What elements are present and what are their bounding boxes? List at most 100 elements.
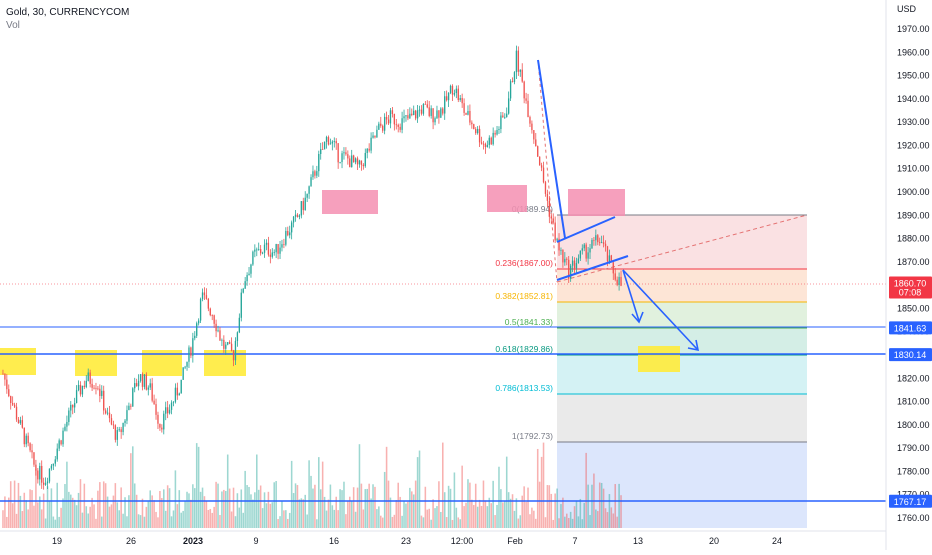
volume-bar [542, 442, 545, 528]
price-tick: 1760.00 [897, 513, 930, 523]
volume-bar [312, 488, 314, 528]
trend-line-drop[interactable] [537, 59, 566, 239]
fib-band-236-382 [557, 269, 807, 302]
time-axis[interactable]: 19 26 2023 9 16 23 12:00 Feb 7 13 20 24 [0, 530, 886, 546]
candle-body [387, 119, 390, 124]
volume-bar [143, 516, 146, 528]
volume-bar [589, 515, 591, 528]
candle-body [591, 239, 593, 249]
candle-body [347, 154, 349, 159]
candle-body [188, 347, 190, 362]
candle-body [33, 452, 35, 465]
volume-bar [411, 491, 413, 528]
candle-body [509, 81, 512, 99]
yellow-zone-5[interactable] [638, 346, 680, 372]
candle-body [44, 483, 47, 485]
volume-bar [527, 487, 529, 528]
fib-label-0: 0(1889.94) [512, 204, 553, 214]
candle-body [10, 396, 12, 404]
price-badge[interactable] [889, 276, 932, 299]
pink-zone-2[interactable] [487, 185, 527, 212]
volume-bar [608, 494, 611, 528]
volume-bar [393, 514, 396, 528]
volume-bar [490, 503, 492, 528]
flag-upper-line[interactable] [556, 216, 616, 243]
arrow-long-shaft[interactable] [622, 269, 698, 350]
volume-bar [333, 509, 336, 528]
volume-bar [426, 509, 429, 528]
volume-bar [11, 503, 14, 528]
candle-body [430, 108, 432, 116]
price-axis[interactable]: USD 1970.00 1960.00 1950.00 1940.00 1930.00 1… [885, 0, 932, 550]
candle-body [533, 130, 535, 140]
volume-bar [209, 508, 212, 528]
volume-bar [362, 509, 365, 528]
candle-body [573, 260, 576, 269]
candle-body [93, 387, 95, 389]
candle-body [205, 295, 208, 299]
volume-bar [316, 519, 318, 528]
volume-bar [523, 486, 525, 528]
candle-body [172, 401, 175, 403]
candle-body [422, 103, 425, 114]
candle-body [540, 165, 543, 168]
volume-bar [434, 508, 436, 528]
candle-body [46, 481, 49, 484]
candle-body [304, 197, 306, 211]
candle-body [480, 142, 483, 144]
volume-bar [401, 515, 403, 528]
candle-body [449, 85, 452, 93]
volume-bar [480, 505, 483, 528]
symbol-line[interactable]: Gold, 30, CURRENCYCOM [6, 7, 130, 18]
volume-label[interactable]: Vol [6, 20, 20, 31]
candle-body [238, 317, 241, 333]
candle-body [157, 414, 159, 424]
volume-bar [343, 481, 345, 528]
price-badge[interactable] [889, 321, 932, 335]
volume-bar [112, 495, 115, 528]
price-badge[interactable] [889, 494, 932, 508]
volume-bar [197, 446, 200, 528]
pink-zone-3[interactable] [568, 189, 625, 216]
volume-bar [467, 479, 469, 528]
volume-bar [213, 506, 215, 528]
candle-body [161, 427, 163, 430]
candle-body [600, 242, 603, 244]
volume-bar [265, 503, 268, 528]
volume-bar [449, 488, 452, 528]
volume-bar [66, 461, 68, 528]
candle-body [488, 137, 490, 145]
candle-body [467, 110, 469, 115]
candle-body [6, 379, 8, 390]
pink-zone-1[interactable] [322, 190, 378, 214]
time-tick: 23 [401, 536, 411, 546]
volume-bar [517, 518, 520, 528]
candle-body [108, 412, 111, 419]
candle-body [308, 186, 310, 194]
volume-bar [428, 508, 430, 528]
candle-body [341, 153, 343, 163]
legend[interactable]: Gold, 30, CURRENCYCOM Vol [6, 6, 129, 32]
volume-bar [211, 512, 213, 528]
volume-bar [378, 506, 380, 528]
arrow-short-shaft[interactable] [622, 269, 640, 322]
volume-bar [325, 510, 328, 528]
volume-bar [151, 495, 153, 528]
candle-body [197, 320, 200, 324]
flag-lower-line[interactable] [556, 255, 629, 281]
volume-bar [478, 499, 481, 528]
candle-body [4, 373, 6, 380]
candle-body [453, 93, 456, 95]
candle-body [560, 249, 562, 251]
yellow-zone-1[interactable] [0, 348, 36, 375]
candle-body [475, 129, 477, 134]
candle-body [77, 384, 80, 391]
volume-bar [327, 499, 330, 528]
candle-body [252, 251, 254, 265]
fib-bands[interactable] [537, 59, 808, 528]
volume-bar [205, 501, 208, 528]
volume-bar [474, 483, 477, 528]
price-badge[interactable] [889, 348, 932, 362]
